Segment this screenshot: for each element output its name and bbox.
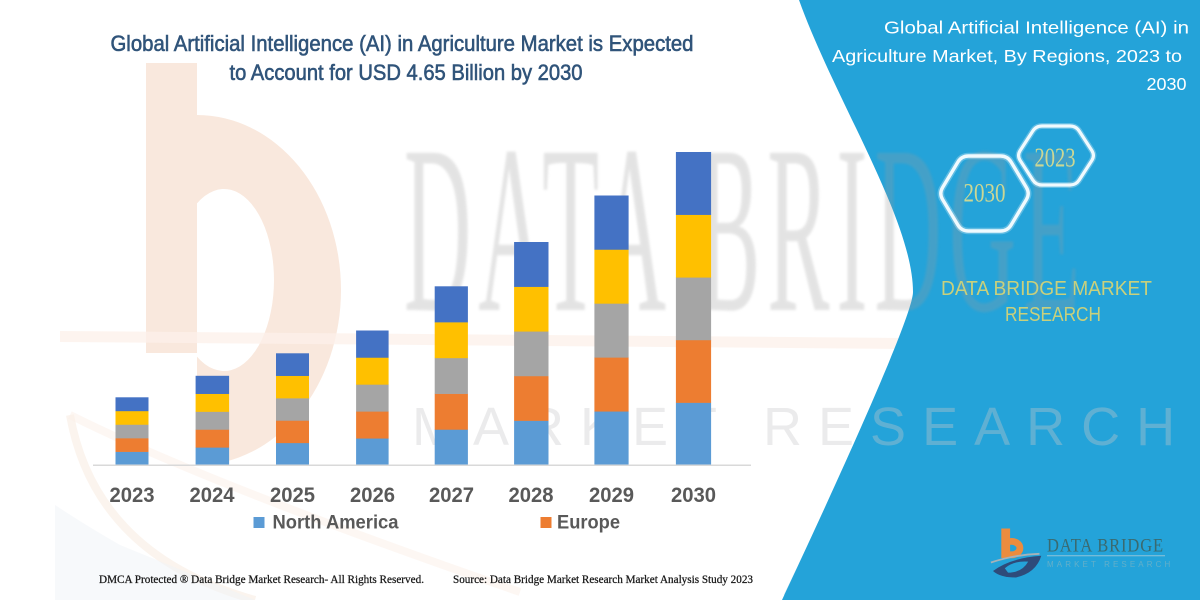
svg-text:2023: 2023: [110, 484, 155, 507]
svg-text:Global Artificial Intelligence: Global Artificial Intelligence (AI) in: [884, 18, 1189, 38]
svg-text:2030: 2030: [1147, 74, 1187, 94]
svg-text:2027: 2027: [429, 484, 474, 507]
svg-text:RESEARCH: RESEARCH: [1005, 304, 1101, 326]
svg-text:to Account for USD 4.65 Billio: to Account for USD 4.65 Billion by 2030: [230, 60, 583, 85]
svg-text:Global Artificial Intelligence: Global Artificial Intelligence (AI) in A…: [111, 31, 694, 56]
svg-text:DMCA Protected ® Data Bridge M: DMCA Protected ® Data Bridge Market Rese…: [99, 574, 424, 586]
svg-text:Agriculture Market, By Regions: Agriculture Market, By Regions, 2023 to: [832, 46, 1182, 66]
svg-text:2024: 2024: [190, 484, 235, 507]
svg-text:2026: 2026: [350, 484, 395, 507]
svg-text:MARKET RESEARCH: MARKET RESEARCH: [1047, 560, 1173, 569]
svg-text:DATA BRIDGE MARKET: DATA BRIDGE MARKET: [941, 278, 1152, 300]
svg-text:Europe: Europe: [557, 513, 620, 534]
svg-text:2023: 2023: [1035, 143, 1076, 173]
svg-text:2029: 2029: [589, 484, 634, 507]
svg-text:Source: Data Bridge Market Res: Source: Data Bridge Market Research Mark…: [453, 574, 753, 586]
svg-text:2028: 2028: [509, 484, 554, 507]
svg-text:2025: 2025: [270, 484, 315, 507]
svg-text:DATA BRIDGE: DATA BRIDGE: [1047, 536, 1164, 557]
svg-text:2030: 2030: [964, 179, 1006, 208]
svg-text:2030: 2030: [671, 484, 716, 507]
svg-text:North America: North America: [273, 513, 399, 534]
